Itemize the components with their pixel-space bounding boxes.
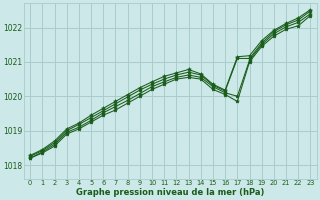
- X-axis label: Graphe pression niveau de la mer (hPa): Graphe pression niveau de la mer (hPa): [76, 188, 265, 197]
